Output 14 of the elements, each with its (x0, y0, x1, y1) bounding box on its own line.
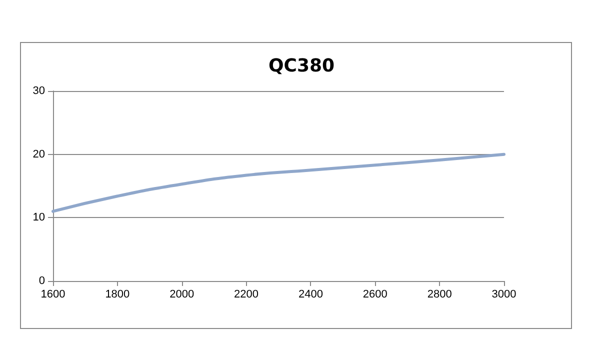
y-tick-label: 10 (32, 212, 45, 224)
x-tick-label: 2000 (170, 288, 194, 300)
x-tick-label: 2800 (427, 288, 452, 300)
x-tick-label: 2200 (234, 288, 259, 300)
chart-title: QC380 (268, 56, 335, 76)
y-tick-label: 20 (32, 148, 45, 160)
y-tick-label: 30 (32, 85, 45, 97)
x-tick-label: 1600 (40, 288, 66, 300)
x-tick-label: 2400 (298, 288, 323, 300)
y-tick-label: 0 (38, 275, 45, 287)
x-tick-label: 1800 (105, 288, 130, 300)
line-series (52, 152, 506, 213)
x-tick-label: 3000 (492, 288, 516, 300)
x-tick-label: 2600 (362, 288, 388, 300)
